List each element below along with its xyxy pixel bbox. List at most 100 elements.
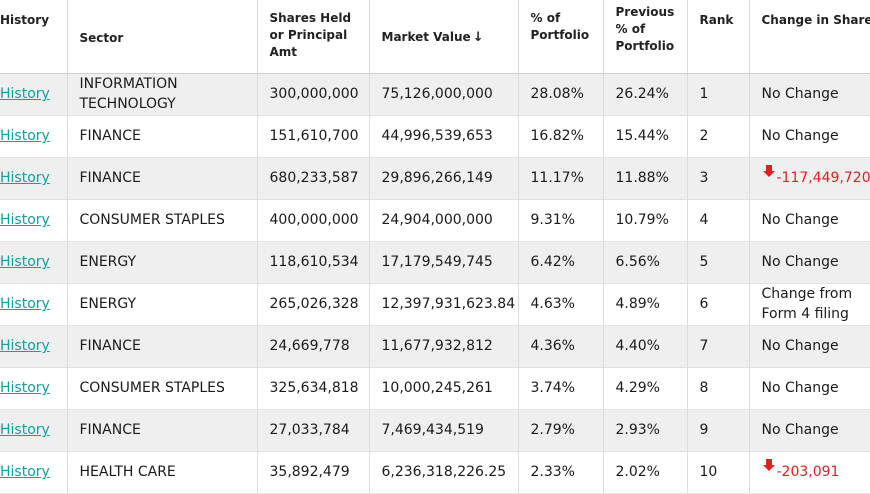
pct-portfolio-cell: 2.79% <box>518 409 603 451</box>
prev-pct-portfolio-cell: 2.93% <box>603 409 687 451</box>
history-cell: History <box>0 409 67 451</box>
shares-cell: 265,026,328 <box>257 283 369 325</box>
market-value-cell: 7,469,434,519 <box>369 409 518 451</box>
rank-cell: 9 <box>687 409 749 451</box>
sector-cell: FINANCE <box>67 157 257 199</box>
history-link[interactable]: History <box>0 212 50 228</box>
table-row: History INFORMATION TECHNOLOGY 300,000,0… <box>0 73 870 115</box>
prev-pct-portfolio-cell: 4.29% <box>603 367 687 409</box>
history-link[interactable]: History <box>0 128 50 144</box>
holdings-body: History INFORMATION TECHNOLOGY 300,000,0… <box>0 73 870 493</box>
rank-cell: 7 <box>687 325 749 367</box>
column-header-shares[interactable]: Shares Held or Principal Amt <box>257 0 369 73</box>
change-cell: No Change <box>749 199 870 241</box>
history-link[interactable]: History <box>0 380 50 396</box>
market-value-cell: 44,996,539,653 <box>369 115 518 157</box>
pct-portfolio-cell: 4.63% <box>518 283 603 325</box>
change-cell: No Change <box>749 241 870 283</box>
change-cell: No Change <box>749 325 870 367</box>
shares-header-label: Shares Held or Principal Amt <box>270 11 352 59</box>
rank-cell: 10 <box>687 451 749 493</box>
down-arrow-icon <box>762 164 776 178</box>
down-arrow-icon <box>762 458 776 472</box>
rank-cell: 3 <box>687 157 749 199</box>
history-cell: History <box>0 325 67 367</box>
pct-portfolio-cell: 3.74% <box>518 367 603 409</box>
shares-cell: 400,000,000 <box>257 199 369 241</box>
sector-header-label: Sector <box>80 31 124 45</box>
history-cell: History <box>0 199 67 241</box>
history-cell: History <box>0 115 67 157</box>
shares-cell: 35,892,479 <box>257 451 369 493</box>
prev-pct-portfolio-cell: 4.89% <box>603 283 687 325</box>
history-cell: History <box>0 241 67 283</box>
rank-header-label: Rank <box>700 13 734 27</box>
rank-cell: 8 <box>687 367 749 409</box>
pct-portfolio-cell: 4.36% <box>518 325 603 367</box>
market-value-header-label: Market Value <box>382 30 471 44</box>
table-row: History FINANCE 151,610,700 44,996,539,6… <box>0 115 870 157</box>
market-value-cell: 17,179,549,745 <box>369 241 518 283</box>
change-cell: No Change <box>749 367 870 409</box>
shares-cell: 24,669,778 <box>257 325 369 367</box>
market-value-cell: 75,126,000,000 <box>369 73 518 115</box>
column-header-rank[interactable]: Rank <box>687 0 749 73</box>
history-cell: History <box>0 157 67 199</box>
rank-cell: 5 <box>687 241 749 283</box>
prev-pct-portfolio-cell: 6.56% <box>603 241 687 283</box>
sector-cell: ENERGY <box>67 241 257 283</box>
history-link[interactable]: History <box>0 86 50 102</box>
change-cell: No Change <box>749 409 870 451</box>
shares-cell: 151,610,700 <box>257 115 369 157</box>
table-row: History FINANCE 24,669,778 11,677,932,81… <box>0 325 870 367</box>
history-link[interactable]: History <box>0 464 50 480</box>
pct-portfolio-cell: 11.17% <box>518 157 603 199</box>
header-row: History Sector Shares Held or Principal … <box>0 0 870 73</box>
shares-cell: 325,634,818 <box>257 367 369 409</box>
change-cell: No Change <box>749 73 870 115</box>
column-header-market-value[interactable]: Market Value↓ <box>369 0 518 73</box>
history-cell: History <box>0 73 67 115</box>
sector-cell: CONSUMER STAPLES <box>67 367 257 409</box>
table-row: History HEALTH CARE 35,892,479 6,236,318… <box>0 451 870 493</box>
history-link[interactable]: History <box>0 254 50 270</box>
column-header-prev-pct-portfolio[interactable]: Previous % of Portfolio <box>603 0 687 73</box>
prev-pct-portfolio-cell: 15.44% <box>603 115 687 157</box>
table-row: History ENERGY 118,610,534 17,179,549,74… <box>0 241 870 283</box>
history-link[interactable]: History <box>0 338 50 354</box>
table-row: History ENERGY 265,026,328 12,397,931,62… <box>0 283 870 325</box>
market-value-cell: 11,677,932,812 <box>369 325 518 367</box>
history-header-label: History <box>0 13 49 27</box>
shares-cell: 300,000,000 <box>257 73 369 115</box>
rank-cell: 2 <box>687 115 749 157</box>
prev-pct-portfolio-cell: 26.24% <box>603 73 687 115</box>
pct-portfolio-header-label: % of Portfolio <box>531 11 590 42</box>
column-header-sector[interactable]: Sector <box>67 0 257 73</box>
sector-cell: ENERGY <box>67 283 257 325</box>
column-header-pct-portfolio[interactable]: % of Portfolio <box>518 0 603 73</box>
arrow-down-icon: ↓ <box>473 30 484 45</box>
history-link[interactable]: History <box>0 170 50 186</box>
market-value-cell: 29,896,266,149 <box>369 157 518 199</box>
market-value-cell: 12,397,931,623.84 <box>369 283 518 325</box>
history-link[interactable]: History <box>0 422 50 438</box>
column-header-change[interactable]: Change in Shares <box>749 0 870 73</box>
column-header-history[interactable]: History <box>0 0 67 73</box>
change-header-label: Change in Shares <box>762 13 870 27</box>
prev-pct-portfolio-cell: 11.88% <box>603 157 687 199</box>
sector-cell: FINANCE <box>67 409 257 451</box>
market-value-cell: 6,236,318,226.25 <box>369 451 518 493</box>
market-value-cell: 24,904,000,000 <box>369 199 518 241</box>
sector-cell: INFORMATION TECHNOLOGY <box>67 73 257 115</box>
history-link[interactable]: History <box>0 296 50 312</box>
change-cell: -203,091 <box>749 451 870 493</box>
rank-cell: 1 <box>687 73 749 115</box>
prev-pct-portfolio-header-label: Previous % of Portfolio <box>616 5 675 53</box>
change-cell: Change from Form 4 filing <box>749 283 870 325</box>
rank-cell: 4 <box>687 199 749 241</box>
shares-cell: 680,233,587 <box>257 157 369 199</box>
sector-cell: CONSUMER STAPLES <box>67 199 257 241</box>
pct-portfolio-cell: 9.31% <box>518 199 603 241</box>
shares-cell: 27,033,784 <box>257 409 369 451</box>
